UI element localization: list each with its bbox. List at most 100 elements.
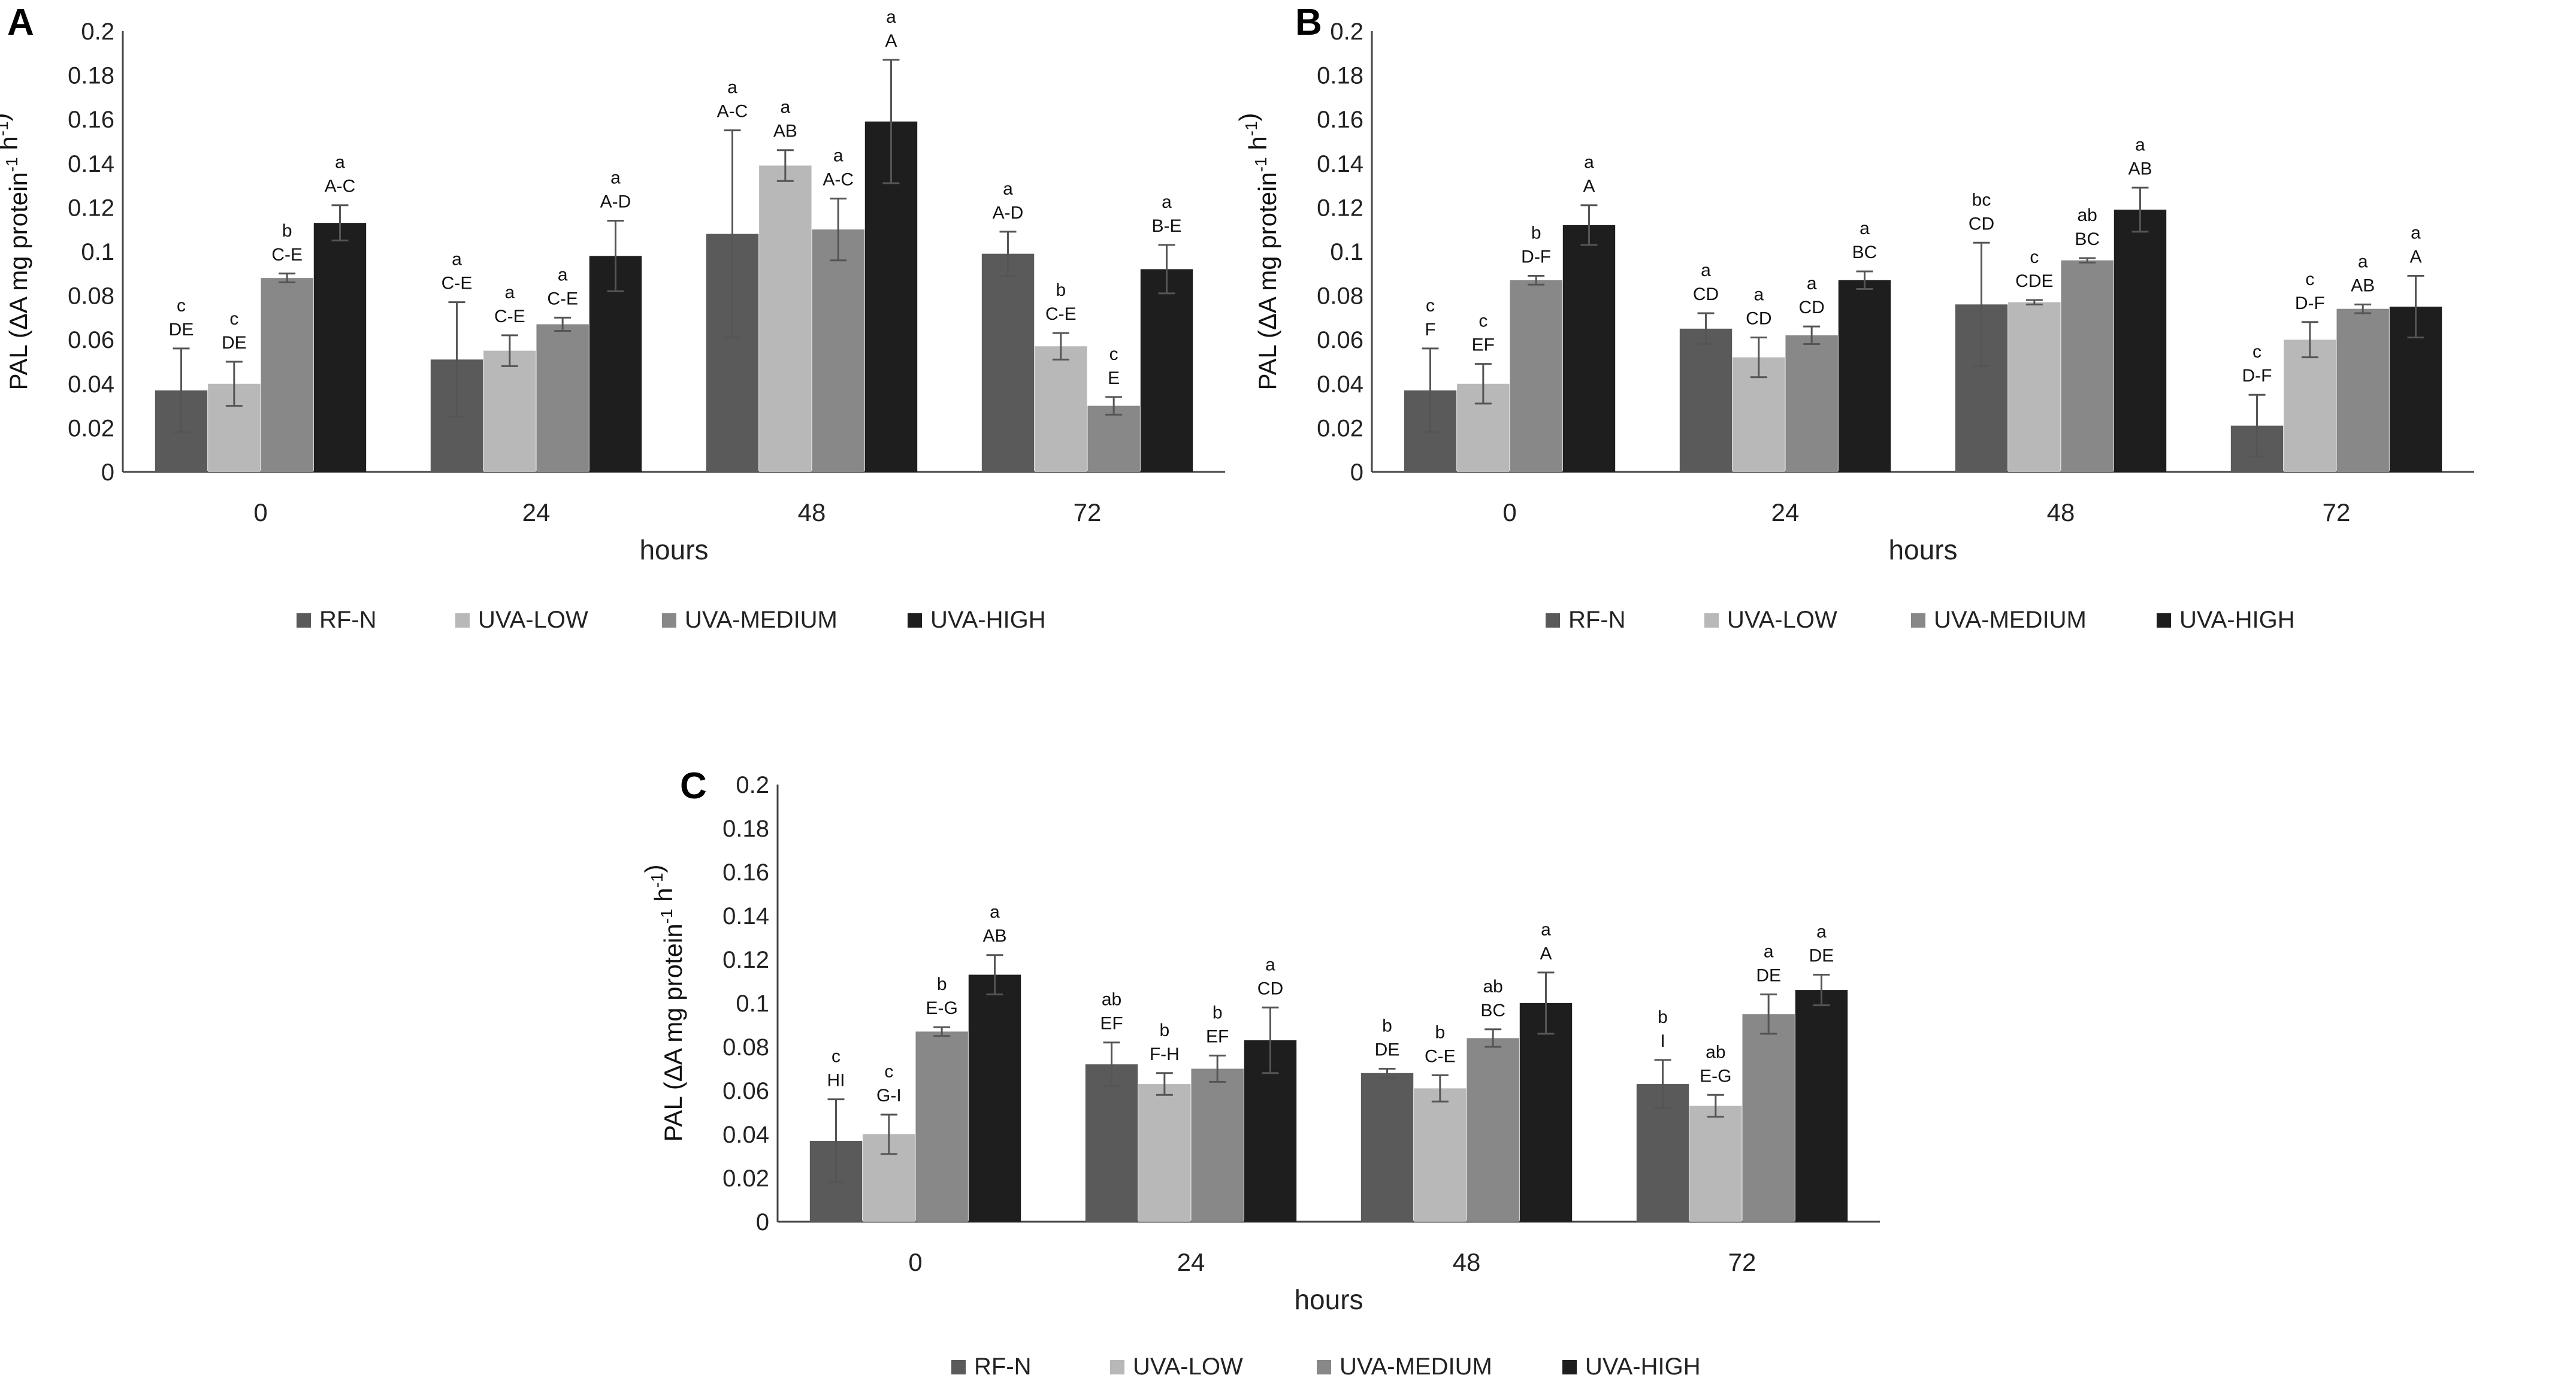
y-axis-label-part: ): [1234, 113, 1262, 121]
chart-panel-b: B 0 0.02 0.04 0.06 0.08 0.1 0.12 0.14 0.16 0.18 0.2…: [1234, 2, 2474, 633]
bar: [759, 165, 812, 472]
letter-label: bc: [1972, 190, 1991, 210]
bar: [1689, 1106, 1742, 1222]
legend: RF-N UVA-LOW UVA-MEDIUM UVA-HIGH: [297, 607, 1046, 633]
y-axis-label-part: PAL (ΔA mg protein: [4, 172, 32, 390]
bar: [1510, 280, 1562, 472]
bar: [1742, 1014, 1795, 1222]
group-label: E-G: [1700, 1066, 1731, 1086]
legend-swatch: [1562, 1360, 1577, 1374]
legend-label: UVA-MEDIUM: [685, 607, 837, 633]
bar: [981, 253, 1035, 472]
y-tick-label: 0.16: [722, 859, 769, 886]
legend-swatch: [662, 613, 676, 628]
y-axis-label-superscript: -1: [0, 121, 11, 136]
group-label: F-H: [1150, 1044, 1180, 1064]
group-label: DE: [222, 333, 247, 353]
y-tick-label: 0.16: [1317, 107, 1363, 133]
x-tick-label: 48: [798, 498, 826, 526]
letter-label: a: [1816, 922, 1827, 942]
bar: [1795, 990, 1848, 1222]
x-tick-label: 48: [1453, 1248, 1481, 1276]
legend-swatch: [951, 1360, 966, 1374]
y-tick-label: 0.04: [1317, 371, 1363, 398]
y-tick-label: 0.1: [736, 991, 769, 1017]
legend-label: RF-N: [1568, 607, 1626, 633]
group-label: C-E: [494, 307, 525, 326]
group-label: CD: [1798, 298, 1824, 317]
group-label: DE: [1809, 946, 1834, 966]
bar: [2284, 340, 2336, 472]
legend-label: UVA-HIGH: [2179, 607, 2295, 633]
bar: [536, 324, 589, 472]
letter-label: b: [1531, 223, 1541, 243]
group-label: A-C: [717, 102, 748, 122]
y-tick-label: 0.12: [1317, 195, 1363, 221]
group-label: C-E: [1045, 304, 1077, 324]
y-tick-label: 0.2: [1330, 19, 1363, 45]
letter-label: b: [1382, 1016, 1392, 1036]
x-axis-label: hours: [1294, 1284, 1363, 1315]
x-tick-label: 24: [522, 498, 551, 526]
group-label: C-E: [1425, 1046, 1456, 1066]
letter-label: a: [1265, 955, 1275, 974]
letter-label: a: [452, 250, 462, 269]
legend-label: RF-N: [974, 1353, 1032, 1380]
letter-label: a: [1162, 192, 1172, 212]
y-axis-label-superscript: -1: [648, 873, 666, 888]
letter-label: a: [504, 283, 515, 302]
letter-label: a: [1584, 153, 1594, 172]
legend-label: RF-N: [319, 607, 377, 633]
group-label: A: [1583, 177, 1595, 196]
x-tick-label: 0: [908, 1248, 922, 1276]
panel-label: C: [680, 765, 707, 807]
y-axis-label-part: PAL (ΔA mg protein: [659, 923, 687, 1141]
y-tick-label: 0.18: [1317, 63, 1363, 89]
x-axis-label: hours: [1888, 534, 1957, 565]
group-label: F: [1425, 320, 1435, 340]
group-label: C-E: [442, 274, 473, 293]
x-tick-label: 48: [2047, 498, 2075, 526]
legend-swatch: [2157, 613, 2171, 628]
letter-label: b: [282, 221, 292, 241]
letter-label: b: [1658, 1007, 1668, 1027]
legend-swatch: [1911, 613, 1925, 628]
group-label: BC: [2075, 229, 2100, 249]
legend-swatch: [297, 613, 311, 628]
bar: [483, 350, 536, 472]
group-label: EF: [1100, 1014, 1123, 1034]
bar: [915, 1031, 968, 1222]
letter-label: c: [2030, 247, 2039, 267]
group-label: E: [1108, 368, 1120, 388]
letter-label: a: [1541, 920, 1551, 940]
y-tick-label: 0.12: [68, 195, 114, 221]
letter-label: b: [1056, 280, 1066, 300]
letter-label: a: [610, 168, 621, 187]
letter-label: b: [1435, 1022, 1445, 1042]
letter-label: a: [335, 153, 345, 172]
bar: [1085, 1064, 1138, 1222]
letter-label: a: [2135, 135, 2145, 155]
group-label: AB: [982, 926, 1006, 946]
y-axis-label-superscript: -1: [1251, 157, 1270, 172]
group-label: BC: [1852, 243, 1877, 262]
group-label: CDE: [2015, 271, 2053, 291]
group-label: A: [2409, 247, 2421, 267]
y-axis-label: PAL (ΔA mg protein-1 h-1): [1234, 113, 1281, 390]
group-label: DE: [1375, 1040, 1400, 1060]
y-axis-label-superscript: -1: [2, 157, 21, 172]
y-tick-label: 0.04: [68, 371, 114, 398]
y-tick-label: 0.1: [1330, 239, 1363, 265]
y-tick-label: 0: [1350, 459, 1363, 486]
letter-label: a: [2358, 252, 2368, 271]
group-label: A-C: [823, 170, 854, 190]
y-tick-label: 0.08: [68, 283, 114, 310]
group-label: I: [1660, 1031, 1665, 1051]
legend-label: UVA-LOW: [1133, 1353, 1243, 1380]
letter-label: ab: [1706, 1042, 1725, 1062]
letter-label: a: [727, 78, 737, 98]
legend: RF-N UVA-LOW UVA-MEDIUM UVA-HIGH: [1546, 607, 2295, 633]
y-tick-label: 0.08: [722, 1034, 769, 1061]
y-tick-label: 0.2: [736, 772, 769, 798]
